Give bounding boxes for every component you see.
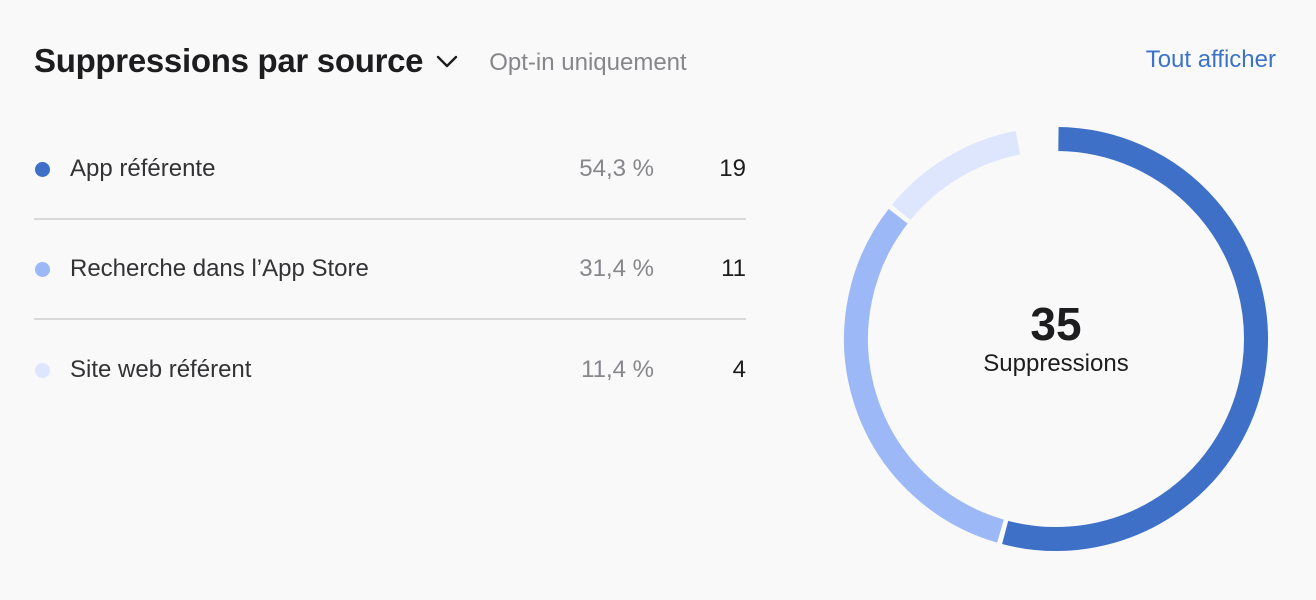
legend-label: App référente: [70, 155, 216, 182]
legend-dot: [35, 161, 50, 177]
legend-label: Recherche dans l’App Store: [70, 255, 369, 282]
legend-count: 19: [719, 155, 746, 182]
legend-percent: 31,4 %: [579, 255, 654, 282]
legend-percent: 54,3 %: [579, 155, 654, 182]
card-subtitle: Opt-in uniquement: [489, 49, 687, 76]
donut-slice-app-store-search[interactable]: [844, 208, 1004, 543]
legend-label: Site web référent: [70, 356, 252, 383]
metric-selector[interactable]: Suppressions par source: [34, 42, 459, 80]
donut-slice-referring-app[interactable]: [1002, 127, 1268, 551]
legend-count: 11: [721, 255, 746, 282]
legend-row-referring-app[interactable]: App référente 54,3 % 19: [34, 120, 746, 220]
card-header: Suppressions par source Opt-in uniquemen…: [34, 36, 1276, 86]
legend-dot: [35, 261, 50, 277]
donut-slice-referring-website[interactable]: [891, 130, 1021, 221]
legend-percent: 11,4 %: [581, 356, 654, 383]
legend-row-referring-website[interactable]: Site web référent 11,4 % 4: [34, 320, 746, 420]
donut-chart-svg: [844, 127, 1268, 551]
card-title: Suppressions par source: [34, 42, 424, 79]
legend-dot: [35, 362, 50, 378]
see-all-link[interactable]: Tout afficher: [1145, 46, 1276, 73]
source-legend: App référente 54,3 % 19 Recherche dans l…: [34, 120, 746, 420]
legend-count: 4: [732, 356, 746, 383]
chevron-down-icon: [437, 55, 458, 68]
donut-chart: 35 Suppressions: [840, 123, 1272, 555]
legend-row-app-store-search[interactable]: Recherche dans l’App Store 31,4 % 11: [34, 220, 746, 320]
